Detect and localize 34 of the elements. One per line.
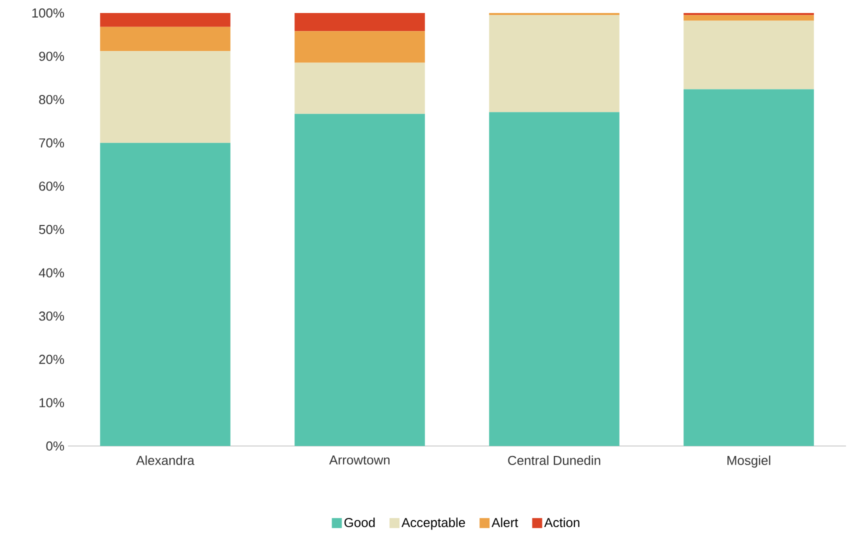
bar <box>684 15 814 21</box>
legend-label: Action <box>544 518 580 528</box>
x-tick-label: Central Dunedin <box>508 456 600 466</box>
y-tick-label: 0% <box>46 441 64 451</box>
bar <box>489 112 620 446</box>
bar <box>489 12 620 16</box>
bar <box>684 12 814 16</box>
bar <box>294 12 425 32</box>
y-tick-label: 40% <box>38 268 64 278</box>
y-tick-label: 10% <box>40 398 64 408</box>
y-tick-label: 90% <box>39 52 64 61</box>
bar <box>684 20 814 90</box>
bar <box>489 15 620 112</box>
y-tick-label: 50% <box>39 224 64 234</box>
x-tick-label: Alexandra <box>136 456 194 466</box>
legend-label: Good <box>344 518 375 528</box>
bar <box>100 142 230 446</box>
y-tick-label: 30% <box>39 312 64 321</box>
bar <box>100 26 230 52</box>
bar <box>294 114 425 446</box>
x-tick-label: Arrowtown <box>329 456 390 465</box>
legend-label: Acceptable <box>402 518 465 530</box>
bar <box>294 62 425 114</box>
y-tick-label: 20% <box>39 354 64 364</box>
y-tick-label: 70% <box>39 138 64 148</box>
y-tick-label: 100% <box>32 8 64 18</box>
bar <box>100 12 230 27</box>
x-tick-label: Mosgiel <box>728 456 770 468</box>
bar <box>100 51 230 143</box>
y-tick-label: 60% <box>39 182 64 191</box>
bar <box>684 89 814 446</box>
y-tick-label: 80% <box>39 95 64 104</box>
bar <box>294 31 425 63</box>
legend-label: Alert <box>492 518 518 528</box>
